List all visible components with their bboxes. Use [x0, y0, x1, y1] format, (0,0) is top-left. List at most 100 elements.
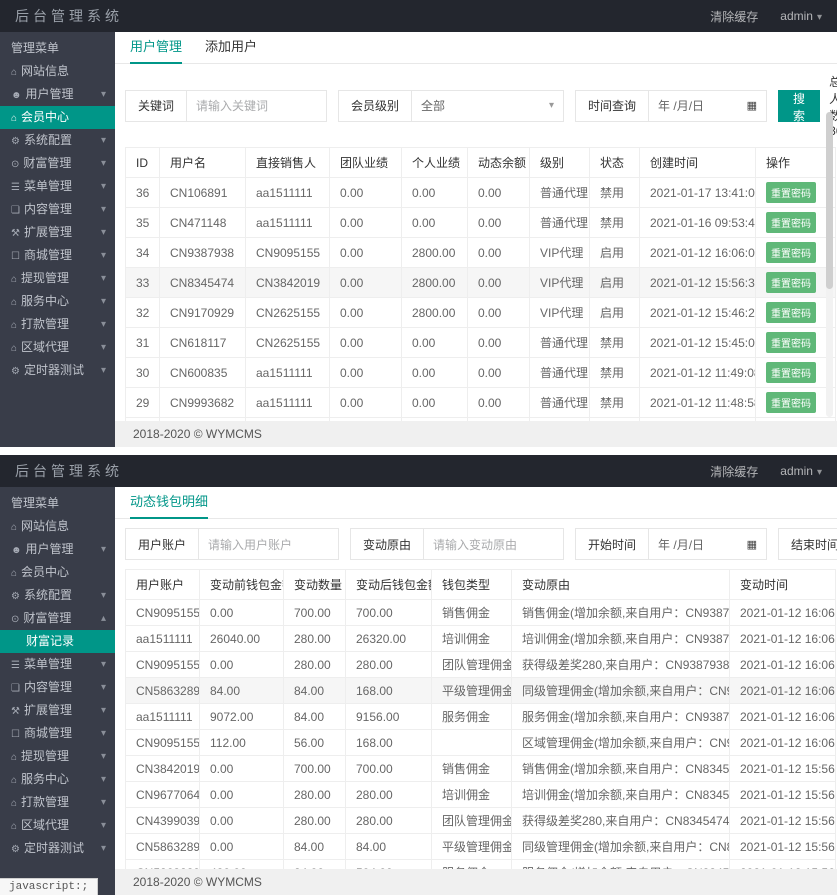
sidebar-item-label: 定时器测试 — [23, 363, 84, 377]
sidebar-item[interactable]: ⌂ 会员中心 — [0, 106, 115, 129]
cell: 0.00 — [329, 267, 402, 298]
reset-password-button[interactable]: 重置密码 — [766, 302, 816, 323]
sidebar-item-label: 管理菜单 — [11, 496, 60, 510]
status-bar-link-preview: javascript:; — [0, 878, 99, 895]
cell: 280.00 — [345, 781, 432, 808]
sidebar-item[interactable]: ⚙ 定时器测试 ▾ — [0, 359, 115, 382]
sidebar-item[interactable]: ❏ 内容管理 ▾ — [0, 198, 115, 221]
cell: 0.00 — [199, 833, 284, 860]
sidebar-item-label: 财富记录 — [26, 634, 75, 648]
sidebar-item[interactable]: ⌂ 会员中心 — [0, 561, 115, 584]
sidebar-item[interactable]: ☐ 商城管理 ▾ — [0, 722, 115, 745]
cell: VIP代理 — [529, 297, 590, 328]
filter-label: 开始时间 — [588, 537, 637, 552]
column-header: 状态 — [589, 147, 640, 178]
sidebar-item[interactable]: ⚙ 系统配置 ▾ — [0, 129, 115, 152]
reset-password-button[interactable]: 重置密码 — [766, 332, 816, 353]
sidebar-item[interactable]: ⚒ 扩展管理 ▾ — [0, 221, 115, 244]
sidebar-item[interactable]: ☻ 用户管理 ▾ — [0, 538, 115, 561]
sidebar-item[interactable]: ⌂ 服务中心 ▾ — [0, 290, 115, 313]
tab[interactable]: 动态钱包明细 — [130, 487, 209, 519]
filter-select[interactable]: 全部 ▾ — [411, 90, 563, 121]
sidebar-subitem[interactable]: 财富记录 — [0, 630, 115, 653]
reset-password-button[interactable]: 重置密码 — [766, 272, 816, 293]
table-row: CN4399039 0.00 280.00 280.00 团队管理佣金 获得级差奖280,… — [125, 807, 836, 834]
sidebar-item[interactable]: ⌂ 网站信息 — [0, 515, 115, 538]
sidebar-item[interactable]: ☰ 菜单管理 ▾ — [0, 653, 115, 676]
home-icon: ⌂ — [11, 798, 18, 809]
caret-down-icon: ▾ — [100, 135, 106, 146]
reset-password-button[interactable]: 重置密码 — [766, 362, 816, 383]
sidebar-item[interactable]: ☻ 用户管理 ▾ — [0, 83, 115, 106]
sidebar-item-label: 系统配置 — [23, 133, 72, 147]
sidebar-item[interactable]: ⚙ 定时器测试 ▾ — [0, 837, 115, 860]
cell: 0.00 — [199, 599, 284, 626]
clear-cache-link[interactable]: 清除缓存 — [710, 9, 759, 24]
cell: 2021-01-12 16:06:25 — [729, 677, 836, 704]
filter-label: 关键词 — [138, 99, 175, 113]
cell: aa1511111 — [125, 703, 200, 730]
sidebar-item[interactable]: ☐ 商城管理 ▾ — [0, 244, 115, 267]
home-icon: ⌂ — [11, 568, 18, 579]
cell: 2021-01-12 15:56:52 — [729, 781, 836, 808]
cell: 销售佣金(增加余额,来自用户：CN8345474) — [511, 755, 730, 782]
reset-password-button[interactable]: 重置密码 — [766, 212, 816, 233]
sidebar-item[interactable]: ⌂ 网站信息 — [0, 60, 115, 83]
table-scrollbar[interactable] — [826, 112, 833, 417]
sidebar-item[interactable]: ⚒ 扩展管理 ▾ — [0, 699, 115, 722]
admin-user-menu[interactable]: admin ▾ — [780, 9, 822, 23]
action-cell: 重置密码 — [755, 387, 836, 418]
column-header: 个人业绩 — [401, 147, 468, 178]
tab[interactable]: 添加用户 — [205, 39, 258, 54]
reset-password-button[interactable]: 重置密码 — [766, 392, 816, 413]
sidebar-item[interactable]: ⌂ 提现管理 ▾ — [0, 267, 115, 290]
caret-down-icon: ▾ — [100, 319, 106, 330]
cogs-icon: ⚙ — [11, 844, 20, 855]
date-input[interactable]: 年 /月/日 ▦ — [648, 529, 766, 559]
date-input[interactable]: 年 /月/日 ▦ — [648, 90, 766, 121]
cell: 2021-01-12 16:06:25 — [729, 625, 836, 652]
sidebar-item[interactable]: ⌂ 打款管理 ▾ — [0, 313, 115, 336]
sidebar-item[interactable]: ⌂ 提现管理 ▾ — [0, 745, 115, 768]
scrollbar-thumb[interactable] — [826, 112, 833, 289]
tab[interactable]: 用户管理 — [130, 32, 183, 64]
sidebar-item[interactable]: ☰ 菜单管理 ▾ — [0, 175, 115, 198]
text-input[interactable]: 请输入用户账户 — [198, 529, 338, 559]
cell: 普通代理 — [529, 177, 590, 208]
control-value: 全部 — [421, 99, 446, 113]
cell: 33 — [125, 267, 160, 298]
sidebar-item[interactable]: ❏ 内容管理 ▾ — [0, 676, 115, 699]
cell: 29 — [125, 387, 160, 418]
caret-down-icon: ▾ — [816, 12, 822, 23]
sidebar-item[interactable]: ⊙ 财富管理 ▴ — [0, 607, 115, 630]
home-icon: ⌂ — [11, 775, 18, 786]
sidebar-item[interactable]: ⌂ 区域代理 ▾ — [0, 814, 115, 837]
sidebar-item[interactable]: ⊙ 财富管理 ▾ — [0, 152, 115, 175]
text-input[interactable]: 请输入变动原由 — [423, 529, 563, 559]
cell: 服务佣金(增加余额,来自用户：CN8345474) — [511, 859, 730, 869]
sidebar-item-label: 网站信息 — [21, 519, 70, 533]
wrench-icon: ⚒ — [11, 706, 20, 717]
cell: 0.00 — [329, 387, 402, 418]
clear-cache-link[interactable]: 清除缓存 — [710, 464, 759, 479]
money-icon: ⊙ — [11, 614, 20, 625]
calendar-icon: ▦ — [746, 538, 758, 551]
action-cell: 重置密码 — [755, 327, 836, 358]
admin-user-menu[interactable]: admin ▾ — [780, 464, 822, 478]
reset-password-button[interactable]: 重置密码 — [766, 242, 816, 263]
sidebar-item[interactable]: ⌂ 区域代理 ▾ — [0, 336, 115, 359]
sidebar-item[interactable]: ⌂ 服务中心 ▾ — [0, 768, 115, 791]
sidebar-item[interactable]: ⚙ 系统配置 ▾ — [0, 584, 115, 607]
column-header: 级别 — [529, 147, 590, 178]
column-header: 变动数量 — [283, 569, 346, 600]
text-input[interactable]: 请输入关键词 — [186, 90, 326, 121]
search-button[interactable]: 搜索 — [778, 89, 821, 123]
sidebar-item[interactable]: ⌂ 打款管理 ▾ — [0, 791, 115, 814]
filter-group: 开始时间 年 /月/日 ▦ — [575, 528, 768, 560]
table-row: CN9095155 0.00 700.00 700.00 销售佣金 销售佣金(增加余额,来… — [125, 599, 836, 626]
sidebar-item-label: 商城管理 — [23, 248, 72, 262]
caret-up-icon: ▴ — [100, 613, 106, 624]
reset-password-button[interactable]: 重置密码 — [766, 182, 816, 203]
cell: 0.00 — [329, 327, 402, 358]
